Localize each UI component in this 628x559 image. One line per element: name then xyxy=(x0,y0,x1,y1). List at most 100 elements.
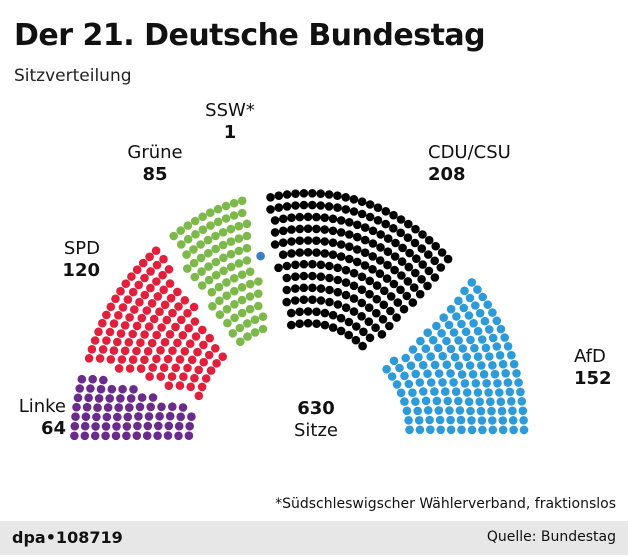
seat-afd xyxy=(423,369,432,379)
seat-afd xyxy=(493,379,502,388)
seat-cducsu xyxy=(341,303,351,313)
seat-afd xyxy=(462,352,472,362)
seat-cducsu xyxy=(390,252,400,261)
seat-linke xyxy=(81,412,91,422)
seat-spd xyxy=(128,287,138,297)
seat-cducsu xyxy=(368,226,378,236)
seat-spd xyxy=(156,372,165,381)
seat-cducsu xyxy=(308,189,317,198)
seat-linke xyxy=(164,421,174,431)
seat-afd xyxy=(500,333,510,342)
seat-cducsu xyxy=(397,271,406,280)
seat-spd xyxy=(124,338,134,347)
seat-afd xyxy=(444,320,454,330)
seat-cducsu xyxy=(358,341,367,351)
dpa-id: dpa•108719 xyxy=(12,528,123,547)
seat-spd xyxy=(90,336,100,345)
seat-afd xyxy=(518,406,528,416)
seat-cducsu xyxy=(266,193,275,202)
seat-grüne xyxy=(204,262,213,271)
seat-cducsu xyxy=(396,215,406,224)
seat-grüne xyxy=(230,313,239,323)
seat-cducsu xyxy=(308,295,317,305)
seat-grüne xyxy=(229,198,239,208)
seat-afd xyxy=(456,415,466,425)
seat-afd xyxy=(400,397,409,406)
seat-linke xyxy=(155,412,164,421)
seat-spd xyxy=(94,327,103,337)
seat-spd xyxy=(146,267,155,276)
seat-afd xyxy=(477,361,486,370)
seat-grüne xyxy=(183,234,193,244)
seat-afd xyxy=(487,406,496,416)
seat-afd xyxy=(481,343,491,353)
seat-cducsu xyxy=(320,249,330,258)
seat-cducsu xyxy=(345,230,354,239)
seat-afd xyxy=(425,415,434,425)
seat-afd xyxy=(423,406,433,415)
seat-grüne xyxy=(198,225,208,234)
seat-cducsu xyxy=(424,235,434,245)
seat-linke xyxy=(88,374,97,384)
seat-spd xyxy=(121,279,131,289)
seat-spd xyxy=(98,318,107,328)
seat-afd xyxy=(438,378,447,387)
seat-cducsu xyxy=(417,275,426,284)
seat-afd xyxy=(426,378,436,387)
seat-afd xyxy=(458,344,468,353)
seat-spd xyxy=(144,322,154,331)
seat-linke xyxy=(82,402,92,412)
seat-cducsu xyxy=(316,201,326,210)
seat-grüne xyxy=(230,300,239,309)
seat-grüne xyxy=(221,201,231,211)
seat-cducsu xyxy=(357,298,367,308)
seat-cducsu xyxy=(368,265,377,274)
seat-afd xyxy=(408,388,417,398)
label-ssw: SSW* 1 xyxy=(205,100,255,143)
seat-cducsu xyxy=(341,278,351,287)
seat-cducsu xyxy=(274,203,284,212)
seat-afd xyxy=(509,425,518,435)
seat-grüne xyxy=(237,295,247,305)
seat-spd xyxy=(111,294,120,304)
seat-cducsu xyxy=(430,256,440,266)
seat-spd xyxy=(218,352,227,362)
seat-linke xyxy=(148,393,158,402)
seat-grüne xyxy=(234,259,244,268)
seat-cducsu xyxy=(328,226,338,236)
seat-spd xyxy=(180,296,190,305)
seat-cducsu xyxy=(312,236,321,245)
seat-afd xyxy=(490,369,500,379)
seat-grüne xyxy=(237,196,247,206)
seat-cducsu xyxy=(403,233,413,242)
seat-spd xyxy=(199,357,208,367)
seat-linke xyxy=(137,393,147,402)
seat-grüne xyxy=(234,246,244,256)
seat-linke xyxy=(165,411,175,421)
seat-linke xyxy=(133,421,142,431)
seat-cducsu xyxy=(328,323,338,332)
seat-cducsu xyxy=(336,216,346,225)
seat-cducsu xyxy=(390,265,399,275)
seat-afd xyxy=(468,370,478,379)
seat-spd xyxy=(201,374,211,383)
seat-cducsu xyxy=(295,248,305,257)
seat-cducsu xyxy=(316,284,326,293)
seat-afd xyxy=(411,369,421,379)
seat-grüne xyxy=(196,253,206,263)
seat-spd xyxy=(212,359,221,368)
seat-cducsu xyxy=(270,216,280,225)
seat-linke xyxy=(154,421,163,431)
seat-linke xyxy=(113,412,122,422)
seat-afd xyxy=(501,369,511,378)
source: Quelle: Bundestag xyxy=(486,529,616,545)
seat-grüne xyxy=(183,264,192,273)
seat-afd xyxy=(432,396,442,406)
seat-spd xyxy=(191,332,201,341)
seat-cducsu xyxy=(381,219,391,229)
seat-cducsu xyxy=(328,238,338,247)
seat-afd xyxy=(451,387,461,397)
seat-cducsu xyxy=(308,200,317,210)
seat-afd xyxy=(484,388,493,397)
seat-spd xyxy=(159,363,169,373)
